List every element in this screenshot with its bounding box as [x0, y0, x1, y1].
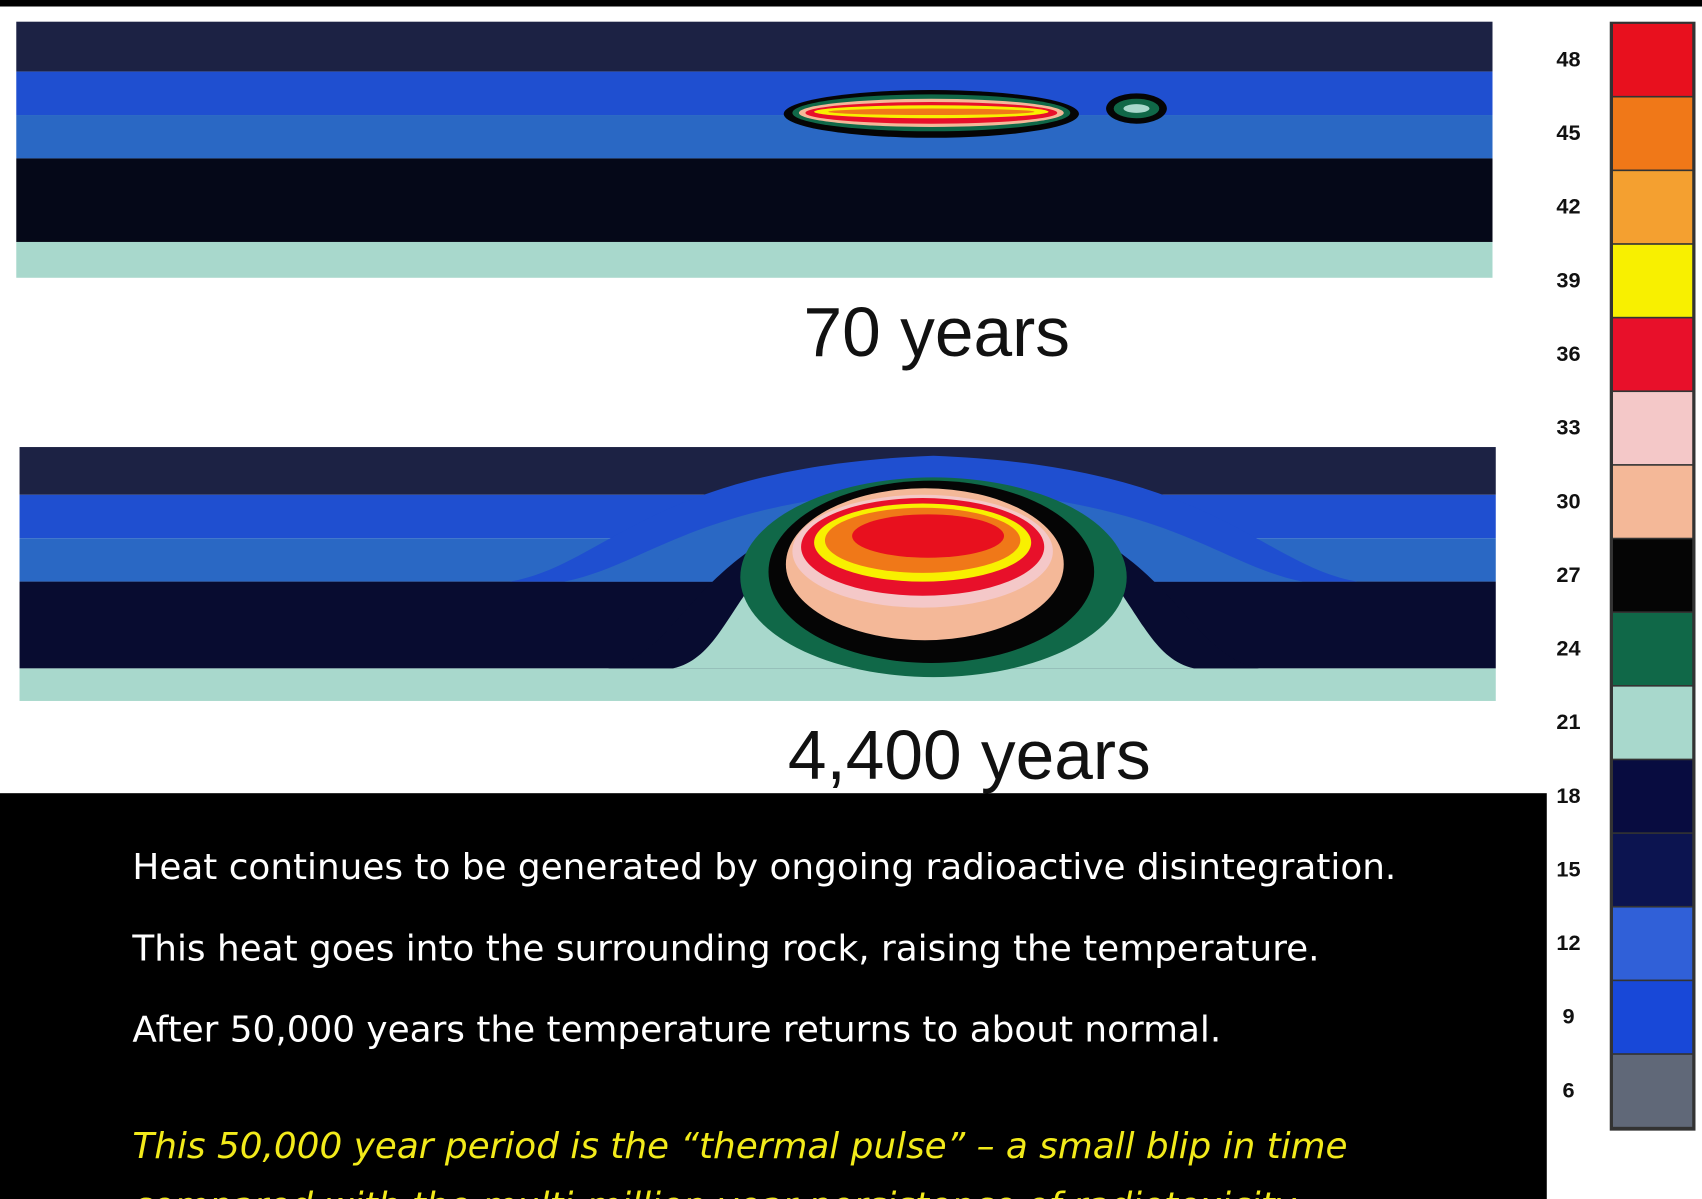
colorbar-label: 12	[1556, 930, 1580, 955]
colorbar-swatch	[1612, 907, 1693, 980]
colorbar-swatch	[1612, 539, 1693, 612]
colorbar-swatch	[1612, 392, 1693, 465]
colorbar-swatch	[1612, 171, 1693, 244]
note-line: compared with the multi-million year per…	[132, 1185, 1296, 1199]
colorbar-swatch	[1612, 318, 1693, 391]
panel-4400-years	[19, 447, 1496, 701]
colorbar-swatch	[1612, 244, 1693, 317]
colorbar-label: 9	[1562, 1004, 1574, 1029]
colorbar-label: 24	[1556, 636, 1580, 661]
colorbar-label: 21	[1556, 709, 1580, 734]
colorbar-label: 48	[1556, 46, 1580, 71]
panel-caption: 70 years	[804, 293, 1070, 371]
note-line: This 50,000 year period is the “thermal …	[132, 1126, 1347, 1167]
body-line: Heat continues to be generated by ongoin…	[132, 847, 1396, 888]
text-box	[0, 793, 1547, 1199]
colorbar-swatch	[1612, 833, 1693, 906]
panel-caption: 4,400 years	[788, 716, 1151, 794]
body-line: After 50,000 years the temperature retur…	[132, 1010, 1221, 1051]
colorbar-swatch	[1612, 760, 1693, 833]
colorbar-label: 30	[1556, 488, 1580, 513]
body-line: This heat goes into the surrounding rock…	[131, 928, 1319, 969]
colorbar-label: 6	[1562, 1077, 1574, 1102]
panel-70-years	[16, 21, 1493, 278]
colorbar-label: 45	[1556, 120, 1580, 145]
colorbar-swatch	[1612, 686, 1693, 759]
colorbar-swatch	[1612, 23, 1693, 96]
colorbar-label: 33	[1556, 415, 1580, 440]
colorbar: 48 45 42 39 36 33 30 27 24 21 18 15 12 9 6	[1556, 21, 1696, 1131]
colorbar-label: 36	[1556, 341, 1580, 366]
colorbar-swatch	[1612, 97, 1693, 170]
colorbar-swatch	[1612, 612, 1693, 686]
colorbar-swatch	[1612, 981, 1693, 1054]
colorbar-label: 27	[1556, 562, 1580, 587]
colorbar-swatch	[1612, 465, 1693, 538]
top-edge	[0, 0, 1702, 7]
colorbar-swatch	[1612, 1054, 1693, 1127]
colorbar-label: 39	[1556, 267, 1580, 292]
colorbar-label: 15	[1556, 856, 1580, 881]
colorbar-label: 42	[1556, 194, 1580, 219]
colorbar-label: 18	[1556, 783, 1580, 808]
